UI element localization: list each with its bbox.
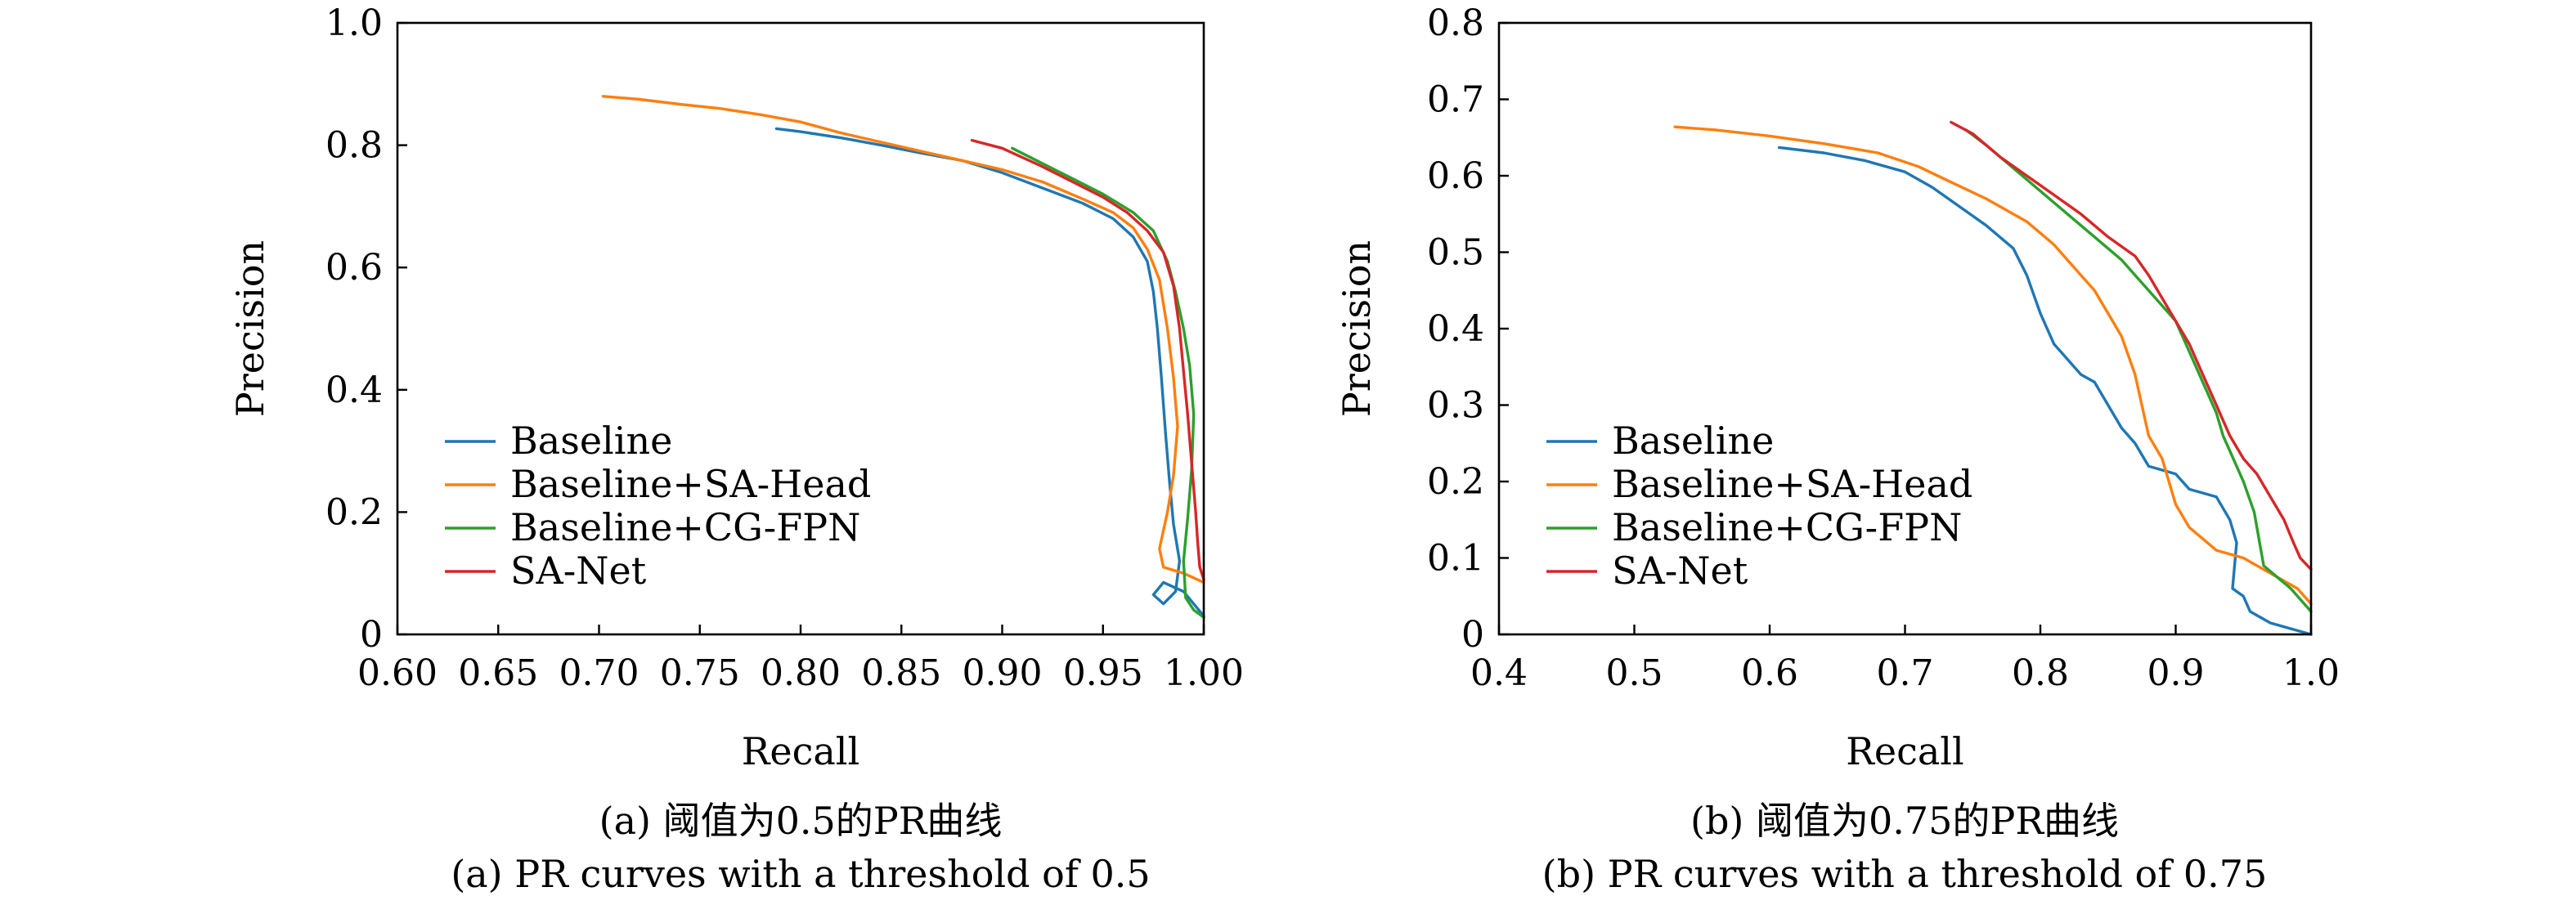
legend-label: Baseline+CG-FPN [1612, 505, 1962, 549]
x-axis-label: Recall [1846, 729, 1963, 773]
y-tick-label: 0.8 [1427, 2, 1484, 44]
legend-label: SA-Net [1612, 549, 1748, 593]
chart-panel-b: 0.4 0.5 0.6 0.7 0.8 0.9 1.0 0 0.1 0.2 0.3 0.4 0.5 0.6… [1335, 2, 2340, 896]
series-line-sa-net [1950, 120, 2313, 571]
y-tick-label: 0.2 [325, 491, 383, 533]
series-line-baseline [1777, 146, 2313, 636]
series-line-baseline-cg-fpn [1964, 128, 2313, 613]
legend-label: Baseline [1612, 419, 1774, 463]
y-tick-label: 0.3 [1427, 385, 1484, 427]
series-line-baseline-sa-head [1673, 125, 2313, 606]
legend-label: Baseline+SA-Head [1612, 462, 1972, 506]
x-tick-label: 0.9 [2147, 652, 2205, 694]
series-line-sa-net [970, 138, 1205, 581]
series-line-baseline [774, 127, 1205, 618]
y-axis-label: Precision [1335, 240, 1379, 417]
y-tick-label: 0.4 [1427, 308, 1484, 350]
caption-chinese: (b) 阈值为0.75的PR曲线 [1690, 799, 2119, 843]
y-tick-label: 0.5 [1427, 232, 1484, 274]
legend-label: SA-Net [510, 549, 647, 593]
caption-english: (b) PR curves with a threshold of 0.75 [1542, 852, 2268, 896]
y-tick-label: 0.7 [1427, 79, 1484, 121]
y-tick-label: 0.4 [325, 370, 383, 411]
y-tick-label: 0.2 [1427, 461, 1484, 503]
x-axis-label: Recall [742, 729, 859, 773]
y-tick-label: 0.6 [325, 247, 383, 289]
x-tick-label: 0.8 [2012, 652, 2069, 694]
legend-label: Baseline+CG-FPN [510, 505, 860, 549]
x-tick-label: 0.75 [660, 652, 740, 694]
x-tick-label: 1.00 [1164, 652, 1244, 694]
x-tick-label: 1.0 [2282, 652, 2340, 694]
x-tick-label: 0.90 [963, 652, 1043, 694]
caption-chinese: (a) 阈值为0.5的PR曲线 [599, 799, 1003, 843]
y-tick-label: 0.6 [1427, 155, 1484, 197]
y-axis-label: Precision [228, 240, 272, 417]
legend-label: Baseline+SA-Head [510, 462, 871, 506]
x-tick-label: 0.4 [1470, 652, 1528, 694]
y-tick-label: 0 [1461, 614, 1484, 656]
x-tick-label: 0.7 [1877, 652, 1934, 694]
x-tick-label: 0.70 [559, 652, 640, 694]
legend-label: Baseline [510, 419, 672, 463]
x-tick-label: 0.60 [357, 652, 438, 694]
x-tick-label: 0.65 [458, 652, 538, 694]
y-tick-label: 0.8 [325, 125, 383, 167]
x-tick-label: 0.5 [1606, 652, 1663, 694]
y-tick-label: 0 [360, 614, 383, 656]
series-line-baseline-cg-fpn [1011, 146, 1205, 619]
x-tick-label: 0.6 [1741, 652, 1798, 694]
caption-english: (a) PR curves with a threshold of 0.5 [451, 852, 1150, 896]
x-tick-label: 0.95 [1063, 652, 1143, 694]
series-line-baseline-sa-head [601, 95, 1205, 585]
x-tick-label: 0.85 [861, 652, 941, 694]
x-tick-label: 0.80 [761, 652, 841, 694]
y-tick-label: 1.0 [325, 2, 383, 44]
chart-panel-a: 0.60 0.65 0.70 0.75 0.80 0.85 0.90 0.95 1.00 0 0.2… [228, 2, 1244, 896]
y-tick-label: 0.1 [1427, 538, 1484, 580]
